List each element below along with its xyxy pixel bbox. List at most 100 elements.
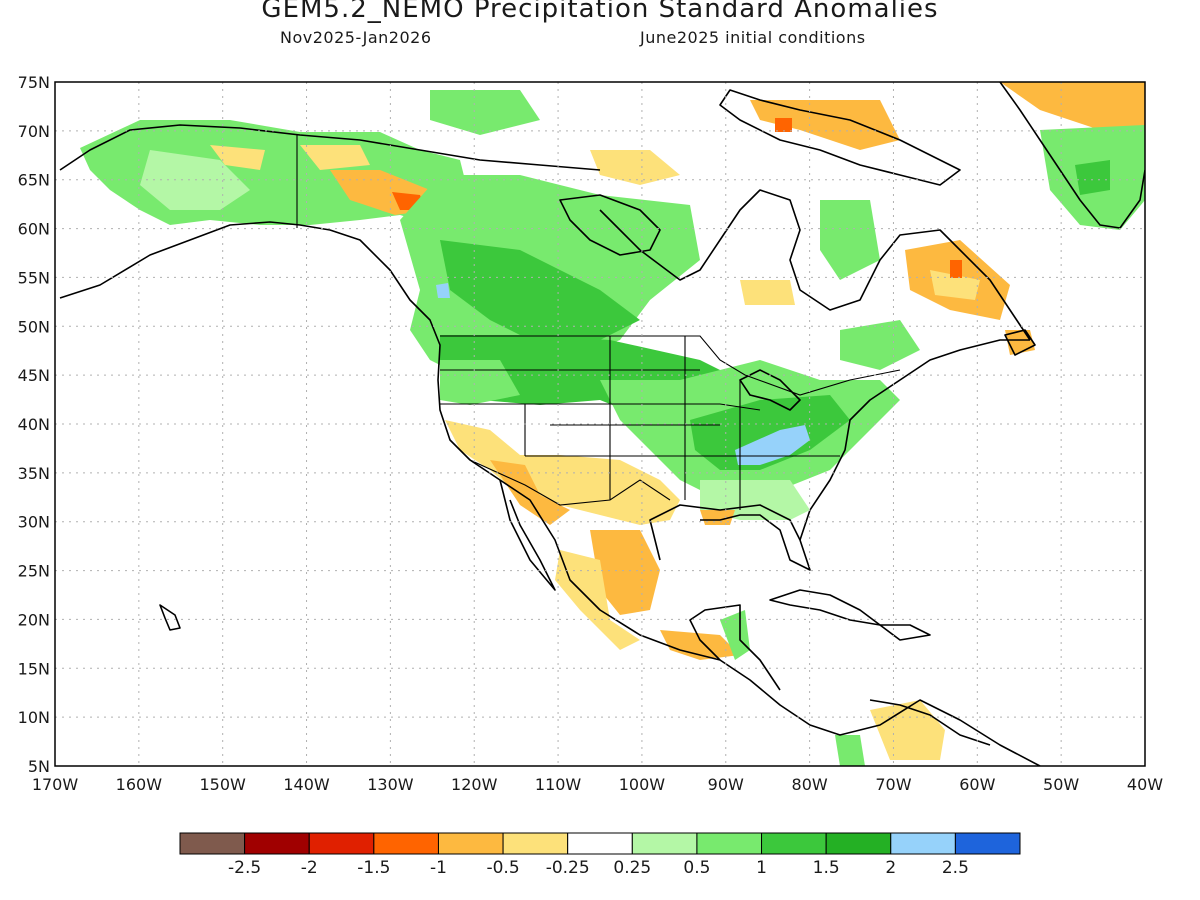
lon-tick-label: 160W xyxy=(116,775,163,794)
colorbar-swatch xyxy=(954,832,1021,855)
lon-tick-label: 60W xyxy=(959,775,995,794)
lat-tick-label: 5N xyxy=(28,757,50,776)
lon-tick-label: 170W xyxy=(32,775,79,794)
colorbar-swatch xyxy=(437,832,504,855)
coast-hispaniola xyxy=(879,624,931,641)
chart-title: GEM5.2_NEMO Precipitation Standard Anoma… xyxy=(261,0,939,24)
initial-conditions: June2025 initial conditions xyxy=(640,28,866,47)
colorbar-swatch xyxy=(567,832,633,855)
lon-tick-label: 50W xyxy=(1043,775,1079,794)
lon-tick-label: 100W xyxy=(619,775,666,794)
map-frame xyxy=(54,81,1146,767)
lat-tick-label: 75N xyxy=(18,73,50,92)
colorbar-label: -0.25 xyxy=(546,858,590,878)
lat-tick-label: 20N xyxy=(18,610,50,629)
colorbar-swatch xyxy=(502,832,569,855)
anomaly-yukon-light xyxy=(300,145,370,170)
lon-tick-label: 110W xyxy=(535,775,582,794)
anomaly-gulf-light xyxy=(700,510,735,525)
colorbar-label: -1 xyxy=(430,858,447,878)
coast-great-lakes xyxy=(739,369,801,411)
lon-tick-label: 80W xyxy=(792,775,828,794)
anomaly-maritimes-wet xyxy=(840,320,920,370)
coast-gulf xyxy=(649,504,811,571)
anomaly-labrador-max xyxy=(950,260,962,278)
anomaly-greenland-dry xyxy=(1000,82,1145,130)
anomaly-arctic-wet xyxy=(430,90,540,135)
lat-tick-label: 40N xyxy=(18,415,50,434)
colorbar-swatch xyxy=(179,832,246,855)
colorbar-swatch xyxy=(244,832,310,855)
coast-greenland xyxy=(999,82,1145,229)
lat-tick-label: 60N xyxy=(18,220,50,239)
colorbar-swatch xyxy=(696,832,763,855)
coast-hawaii xyxy=(159,604,181,631)
colorbar-label: -2.5 xyxy=(228,858,261,878)
anomaly-baffin-dry xyxy=(750,100,900,150)
coast-north-america xyxy=(59,221,1041,766)
anomaly-ohio-blue xyxy=(735,425,810,465)
coast-newfoundland xyxy=(1004,329,1036,356)
lon-tick-label: 130W xyxy=(367,775,414,794)
anomaly-bc-blue xyxy=(436,283,450,298)
colorbar-swatch xyxy=(761,832,827,855)
lon-tick-label: 90W xyxy=(708,775,744,794)
anomaly-quebec-wet xyxy=(820,200,880,280)
colorbar-label: 0.5 xyxy=(683,858,710,878)
colorbar-swatch xyxy=(373,832,439,855)
colorbar-label: 2 xyxy=(885,858,896,878)
anomaly-akpen-light xyxy=(210,145,265,170)
coast-sa-north xyxy=(869,699,991,746)
lon-tick-label: 150W xyxy=(200,775,247,794)
anomaly-centralam-dry xyxy=(660,630,740,660)
lon-tick-label: 140W xyxy=(283,775,330,794)
anomaly-nwus-light xyxy=(440,360,520,405)
colorbar-label: -2 xyxy=(301,858,318,878)
anomaly-arizona-dry xyxy=(490,460,570,525)
colorbar-swatch xyxy=(631,832,698,855)
border-us-mexico xyxy=(469,459,671,506)
coast-baja xyxy=(499,479,556,591)
lat-tick-label: 45N xyxy=(18,366,50,385)
anomaly-prairies-core xyxy=(440,240,640,345)
anomaly-greenland-core xyxy=(1075,160,1110,195)
coast-baffin xyxy=(719,89,961,186)
coastlines xyxy=(59,82,1145,766)
anomaly-fields xyxy=(80,82,1145,766)
colorbar-swatch xyxy=(890,832,956,855)
anomaly-baffin-max xyxy=(775,118,792,132)
lat-tick-label: 25N xyxy=(18,562,50,581)
colorbar-swatch xyxy=(308,832,375,855)
longitude-axis: 170W 160W 150W 140W 130W 120W 110W 100W 90W 80W 70… xyxy=(32,775,1163,794)
anomaly-sa-wet xyxy=(835,735,865,766)
border-us-canada xyxy=(440,335,901,396)
coast-mexico-east xyxy=(689,604,781,691)
colorbar-label: 0.25 xyxy=(613,858,651,878)
lat-tick-label: 10N xyxy=(18,708,50,727)
border-states-lat1 xyxy=(440,403,761,411)
colorbar-label: -0.5 xyxy=(486,858,519,878)
lon-tick-label: 70W xyxy=(875,775,911,794)
colorbar-label: 1.5 xyxy=(813,858,840,878)
anomaly-centralam-wet xyxy=(720,610,750,660)
map-canvas xyxy=(55,82,1145,766)
colorbar-label: -1.5 xyxy=(357,858,390,878)
anomaly-ohio-core xyxy=(690,395,850,470)
anomaly-hudson-dry xyxy=(590,150,680,185)
latitude-axis: 75N 70N 65N 60N 55N 50N 45N 40N 35N 30N 25N 20N 15N 1… xyxy=(18,73,50,776)
anomaly-southwest-dry xyxy=(445,420,680,525)
political-borders xyxy=(296,135,901,510)
lat-tick-label: 35N xyxy=(18,464,50,483)
graticule xyxy=(55,82,1145,766)
anomaly-labrador-light xyxy=(930,270,980,300)
forecast-period: Nov2025-Jan2026 xyxy=(280,28,432,47)
coast-east-us xyxy=(799,339,1030,541)
lat-tick-label: 30N xyxy=(18,513,50,532)
coast-labrador xyxy=(599,189,1031,341)
coast-arctic xyxy=(59,124,601,171)
colorbar: -2.5 -2 -1.5 -1 -0.5 -0.25 0.25 0.5 1 1.5 2 2.5 xyxy=(179,832,1021,878)
lat-tick-label: 15N xyxy=(18,659,50,678)
lon-tick-label: 40W xyxy=(1127,775,1163,794)
lat-tick-label: 70N xyxy=(18,122,50,141)
anomaly-mexico-light xyxy=(555,550,640,650)
